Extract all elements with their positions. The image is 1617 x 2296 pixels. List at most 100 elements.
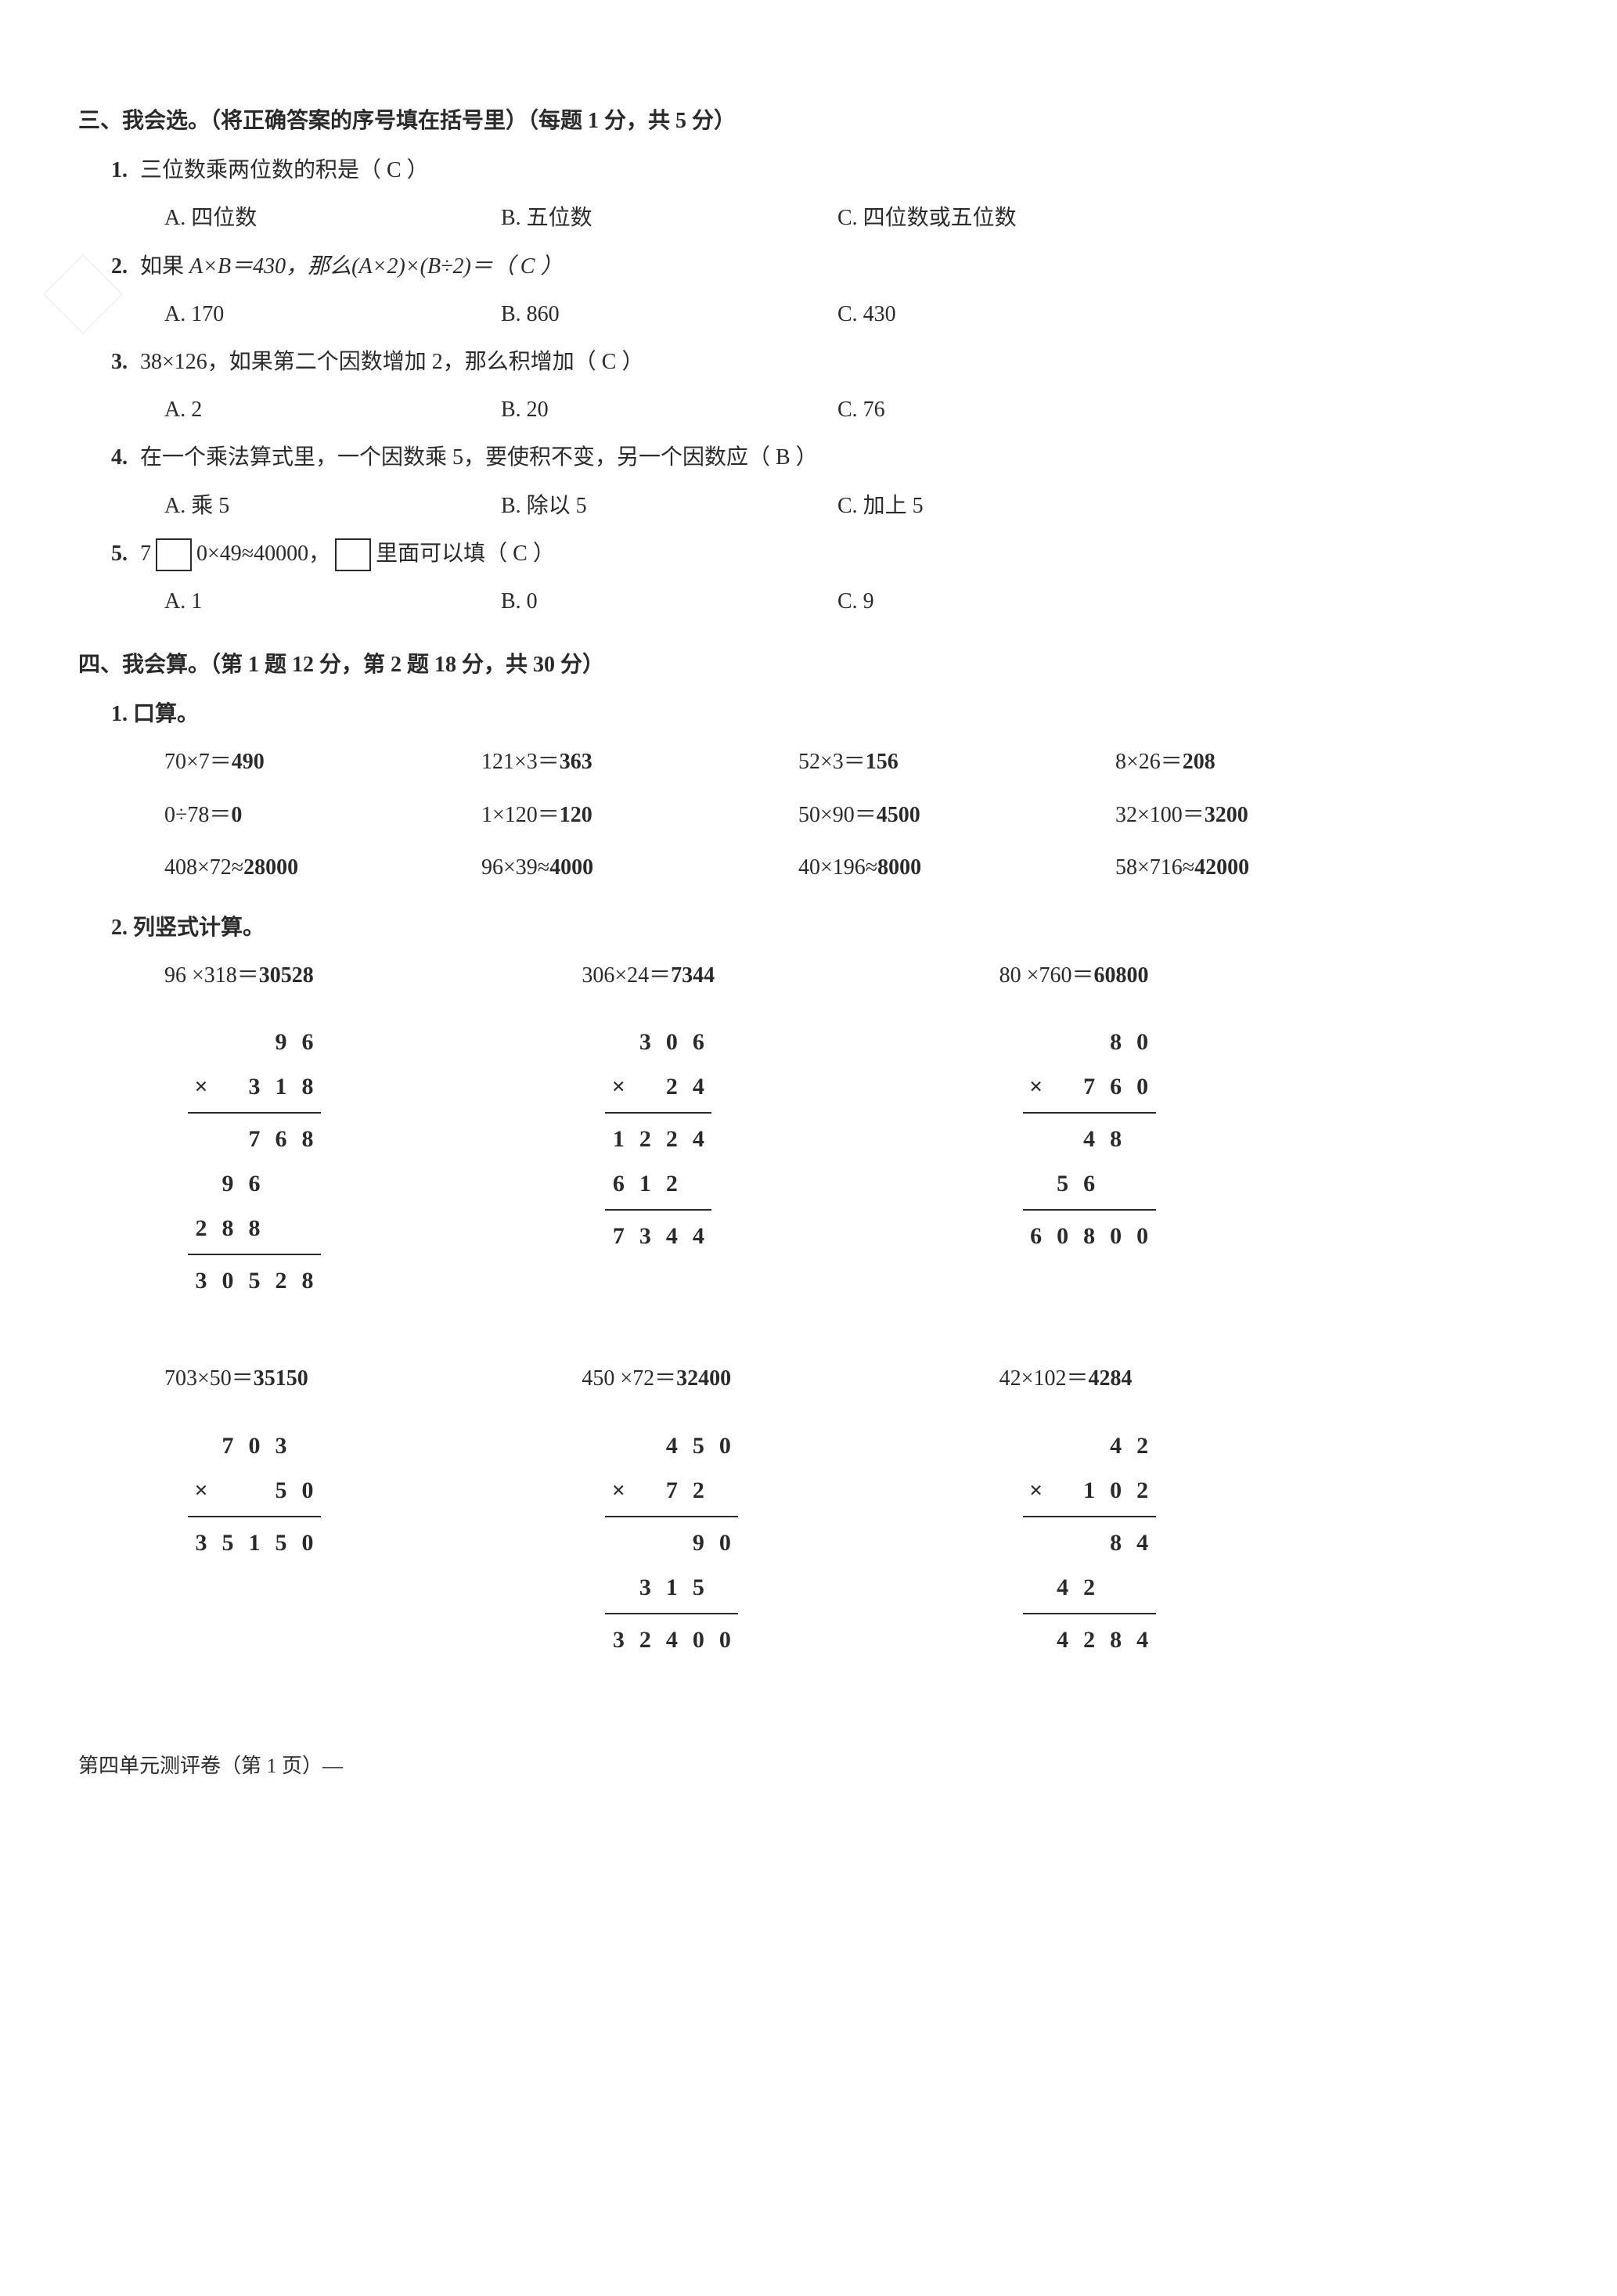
digit-cell: 0 — [658, 1020, 685, 1064]
digit-cell: 8 — [1103, 1520, 1129, 1565]
kousuan-lhs: 40×196≈ — [798, 855, 877, 880]
vertical-work: 96×3187689628830528 — [188, 1020, 321, 1303]
kousuan-answer: 208 — [1183, 750, 1215, 774]
digit-row: ×318 — [188, 1064, 321, 1109]
vertical-column: 306×24＝7344306×2412246127344 — [582, 955, 999, 1303]
rule-line — [605, 1209, 711, 1211]
q3-5-stem-pre: 7 — [140, 542, 151, 566]
digit-cell — [214, 1468, 241, 1513]
q3-5-opt-b: B. 0 — [501, 581, 837, 622]
q3-1-opt-b: B. 五位数 — [501, 197, 837, 239]
q3-3-opt-c: C. 76 — [837, 389, 1174, 430]
digit-cell: 3 — [241, 1064, 268, 1109]
digit-cell: 8 — [294, 1117, 321, 1161]
section-3-title: 三、我会选。（将正确答案的序号填在括号里）（每题 1 分，共 5 分） — [78, 100, 1554, 142]
q4-1-label: 1. 口算。 — [111, 693, 1554, 735]
q3-5-options: A. 1 B. 0 C. 9 — [164, 581, 1554, 622]
vertical-row-2: 703×50＝35150703×5035150450 ×72＝32400450×… — [164, 1358, 1417, 1675]
digit-cell: 8 — [1103, 1117, 1129, 1161]
kousuan-cell: 8×26＝208 — [1115, 741, 1417, 783]
vertical-head-answer: 4284 — [1088, 1366, 1132, 1391]
vertical-head-answer: 35150 — [254, 1366, 308, 1391]
digit-cell: 6 — [294, 1020, 321, 1064]
rule-line — [188, 1516, 321, 1517]
digit-cell: 0 — [294, 1468, 321, 1513]
digit-cell: 7 — [214, 1423, 241, 1468]
digit-row: ×102 — [1023, 1468, 1156, 1513]
digit-cell — [632, 1468, 658, 1513]
page-footer: 第四单元测评卷（第 1 页）— — [78, 1747, 1554, 1785]
digit-cell: 4 — [1103, 1423, 1129, 1468]
digit-cell: 4 — [658, 1423, 685, 1468]
vertical-head: 306×24＝7344 — [582, 955, 999, 996]
digit-row: 315 — [605, 1565, 738, 1610]
digit-cell — [214, 1064, 241, 1109]
vertical-head-lhs: 450 ×72＝ — [582, 1366, 676, 1391]
digit-row: 42 — [1023, 1565, 1156, 1610]
digit-row: 35150 — [188, 1520, 321, 1565]
digit-row: 56 — [1023, 1161, 1156, 1206]
digit-cell — [188, 1117, 214, 1161]
digit-cell — [268, 1161, 294, 1206]
digit-cell — [1050, 1117, 1076, 1161]
digit-cell: 2 — [1129, 1423, 1156, 1468]
digit-cell: 4 — [685, 1064, 711, 1109]
digit-cell: 5 — [268, 1468, 294, 1513]
rule-line — [1023, 1112, 1156, 1114]
digit-cell: × — [188, 1468, 214, 1513]
q3-3-num: 3. — [111, 341, 135, 383]
q3-5-opt-c: C. 9 — [837, 581, 1174, 622]
digit-cell: 4 — [1076, 1117, 1103, 1161]
kousuan-lhs: 8×26＝ — [1115, 750, 1183, 774]
digit-cell: 3 — [188, 1258, 214, 1303]
rule-line — [188, 1254, 321, 1255]
q4-2-num: 2. 列竖式计算。 — [111, 907, 265, 948]
digit-row: ×24 — [605, 1064, 711, 1109]
vertical-head: 96 ×318＝30528 — [164, 955, 582, 996]
kousuan-cell: 32×100＝3200 — [1115, 794, 1417, 836]
digit-cell — [294, 1423, 321, 1468]
digit-cell — [1103, 1161, 1129, 1206]
q3-3-opt-a: A. 2 — [164, 389, 501, 430]
q3-4-opt-b: B. 除以 5 — [501, 485, 837, 527]
digit-cell: 8 — [241, 1206, 268, 1251]
q3-2-opt-b: B. 860 — [501, 293, 837, 335]
digit-cell: 8 — [1103, 1618, 1129, 1662]
digit-cell: 2 — [658, 1161, 685, 1206]
q3-4-options: A. 乘 5 B. 除以 5 C. 加上 5 — [164, 485, 1554, 527]
digit-cell: 1 — [632, 1161, 658, 1206]
digit-cell — [632, 1423, 658, 1468]
q3-4-opt-c: C. 加上 5 — [837, 485, 1174, 527]
kousuan-answer: 363 — [560, 750, 592, 774]
digit-cell — [188, 1020, 214, 1064]
digit-row: 32400 — [605, 1618, 738, 1662]
digit-cell: 6 — [1076, 1161, 1103, 1206]
digit-cell: 3 — [632, 1020, 658, 1064]
kousuan-answer: 4500 — [877, 803, 920, 827]
digit-cell: 8 — [294, 1258, 321, 1303]
rule-line — [1023, 1209, 1156, 1211]
digit-cell: 5 — [685, 1565, 711, 1610]
digit-cell: 5 — [268, 1520, 294, 1565]
digit-cell: 3 — [605, 1618, 632, 1662]
q3-1-stem: 三位数乘两位数的积是（ C ） — [140, 158, 429, 182]
digit-cell: 2 — [658, 1117, 685, 1161]
digit-cell: 0 — [1103, 1468, 1129, 1513]
vertical-work: 42×10284424284 — [1023, 1423, 1156, 1662]
digit-cell: 2 — [1076, 1565, 1103, 1610]
kousuan-answer: 0 — [231, 803, 242, 827]
vertical-work: 80×760485660800 — [1023, 1020, 1156, 1258]
digit-cell: 3 — [268, 1423, 294, 1468]
digit-cell: 2 — [632, 1618, 658, 1662]
digit-cell: × — [605, 1468, 632, 1513]
kousuan-cell: 1×120＝120 — [481, 794, 783, 836]
digit-cell — [268, 1206, 294, 1251]
digit-cell: 4 — [1129, 1618, 1156, 1662]
q3-1-opt-c: C. 四位数或五位数 — [837, 197, 1174, 239]
digit-cell: 0 — [214, 1258, 241, 1303]
kousuan-cell: 70×7＝490 — [164, 741, 466, 783]
section-4-title: 四、我会算。（第 1 题 12 分，第 2 题 18 分，共 30 分） — [78, 644, 1554, 686]
digit-cell: 6 — [1103, 1064, 1129, 1109]
rule-line — [605, 1516, 738, 1517]
digit-cell: 0 — [1103, 1214, 1129, 1258]
